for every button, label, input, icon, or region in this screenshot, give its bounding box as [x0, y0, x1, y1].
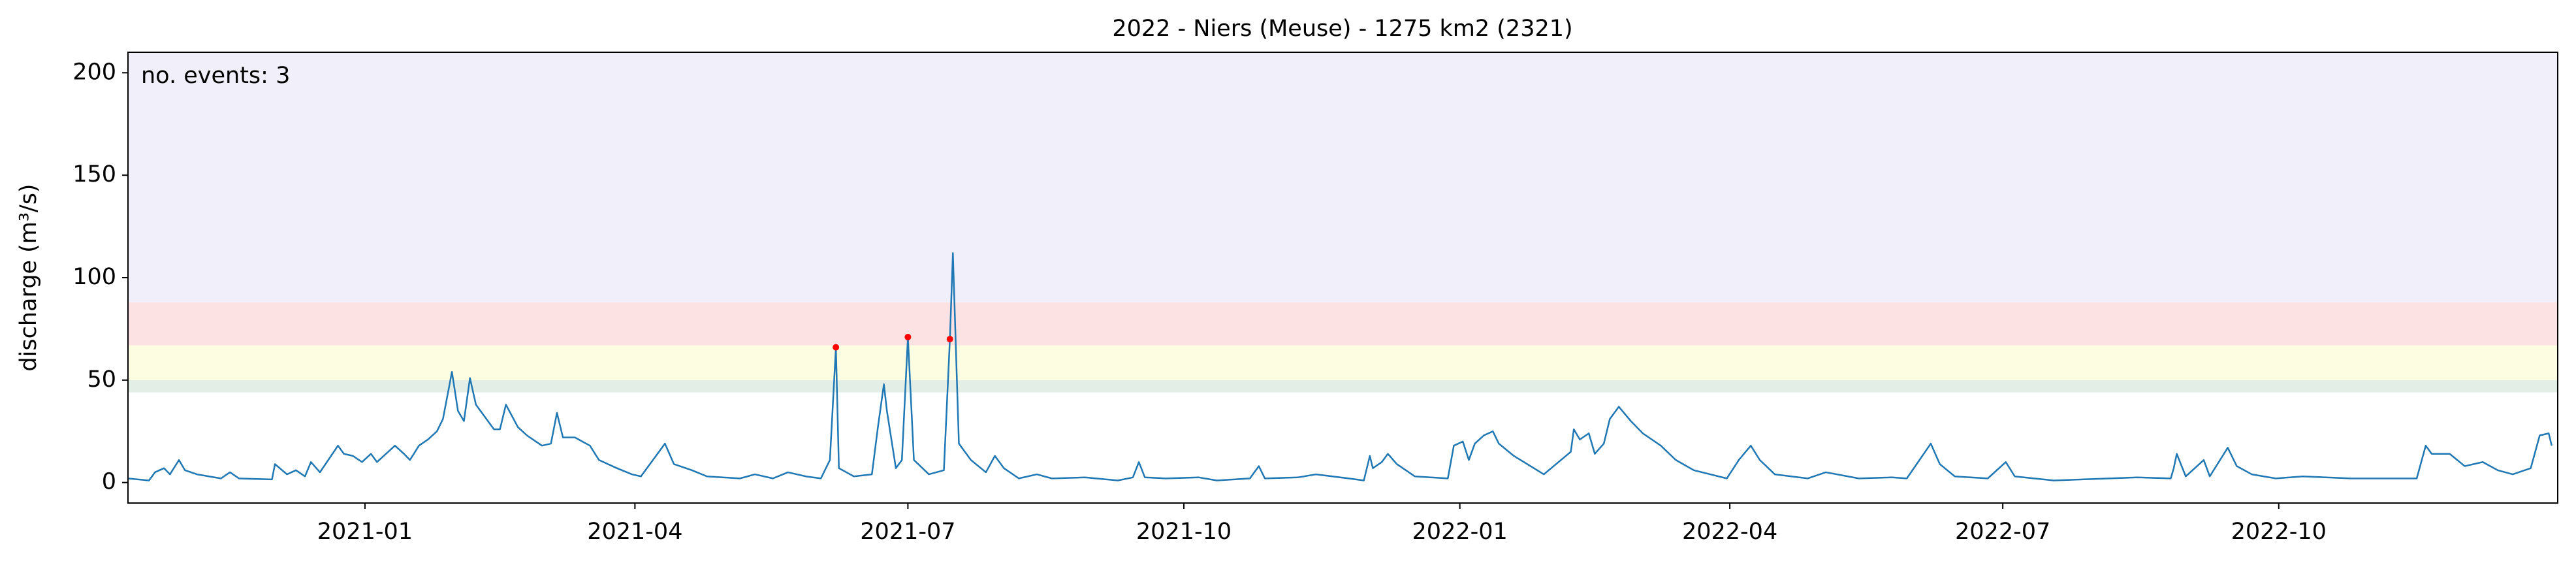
plot-frame — [127, 52, 2558, 504]
x-tick-label: 2021-04 — [587, 519, 682, 545]
y-tick-label: 200 — [72, 59, 116, 85]
chart-title: 2022 - Niers (Meuse) - 1275 km2 (2321) — [1112, 16, 1572, 42]
event-marker — [946, 336, 953, 343]
threshold-band — [128, 345, 2558, 380]
threshold-band — [128, 380, 2558, 393]
x-tick-label: 2022-10 — [2231, 519, 2327, 545]
event-marker — [833, 344, 840, 351]
threshold-band — [128, 302, 2558, 346]
x-tick-label: 2022-04 — [1682, 519, 1777, 545]
y-tick-label: 0 — [102, 469, 116, 495]
event-marker — [904, 333, 912, 340]
discharge-line — [127, 252, 2553, 481]
x-tick-label: 2022-01 — [1412, 519, 1508, 545]
y-tick-label: 50 — [87, 366, 116, 393]
x-tick-label: 2022-07 — [1955, 519, 2050, 545]
y-axis-label: discharge (m³/s) — [16, 184, 42, 371]
events-annotation: no. events: 3 — [141, 63, 290, 89]
x-tick-label: 2021-07 — [860, 519, 955, 545]
y-tick-label: 150 — [72, 161, 116, 187]
y-tick-label: 100 — [72, 264, 116, 290]
x-tick-label: 2021-10 — [1136, 519, 1232, 545]
x-tick-label: 2021-01 — [317, 519, 413, 545]
threshold-band — [128, 52, 2558, 302]
